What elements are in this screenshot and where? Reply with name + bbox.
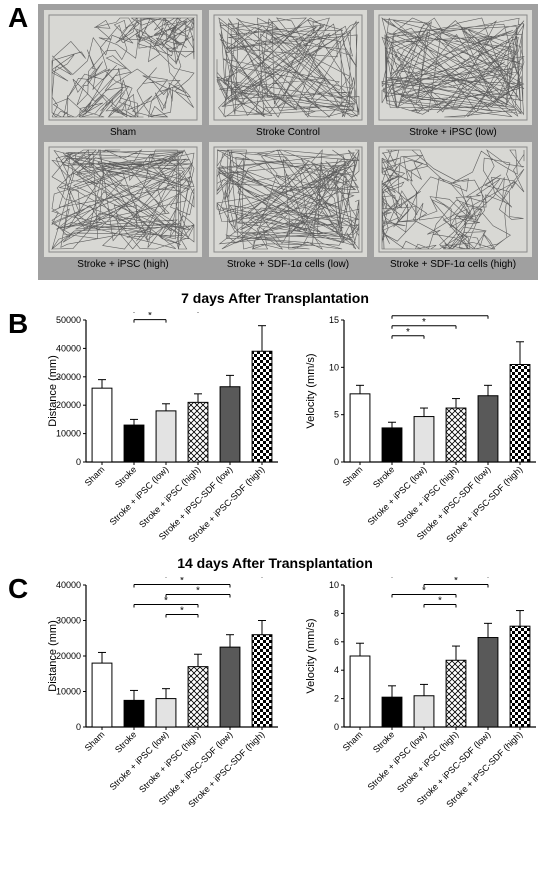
svg-text:50000: 50000 xyxy=(56,315,81,325)
svg-text:8: 8 xyxy=(334,608,339,618)
track-cell: Stroke + iPSC (low) xyxy=(374,10,532,138)
chart-row: 010000200003000040000Distance (mm)ShamSt… xyxy=(8,577,542,812)
svg-text:Stroke + iPSC (low): Stroke + iPSC (low) xyxy=(108,729,171,792)
svg-text:20000: 20000 xyxy=(56,400,81,410)
distance-chart-b: 0 10000 20000 30000 40000 50000 Distance (mm) S… xyxy=(44,312,284,547)
svg-text:10000: 10000 xyxy=(56,429,81,439)
chart-row: 0 10000 20000 30000 40000 50000 Distance (mm) S… xyxy=(8,312,542,547)
panel-b-label: B xyxy=(8,308,28,340)
svg-text:*: * xyxy=(180,577,184,587)
svg-text:5: 5 xyxy=(334,410,339,420)
svg-text:Stroke: Stroke xyxy=(113,729,138,754)
svg-text:10000: 10000 xyxy=(56,687,81,697)
svg-text:10: 10 xyxy=(329,580,339,590)
svg-text:Stroke + iPSC (low): Stroke + iPSC (low) xyxy=(108,464,171,527)
svg-text:Sham: Sham xyxy=(83,464,107,488)
track-arena xyxy=(44,10,202,125)
track-cell: Stroke + SDF-1α cells (low) xyxy=(209,142,367,270)
panel-b-title: 7 days After Transplantation xyxy=(8,290,542,306)
svg-text:*: * xyxy=(148,312,152,322)
svg-text:40000: 40000 xyxy=(56,580,81,590)
svg-text:*: * xyxy=(438,312,442,318)
svg-text:0: 0 xyxy=(334,457,339,467)
panel-c-label: C xyxy=(8,573,28,605)
svg-text:Stroke + iPSC (high): Stroke + iPSC (high) xyxy=(395,729,460,794)
svg-text:Stroke + iPSC (high): Stroke + iPSC (high) xyxy=(137,464,202,529)
panel-a-grid: Sham Stroke Control Stroke + iPSC (low) … xyxy=(38,4,538,280)
svg-text:Velocity (mm/s): Velocity (mm/s) xyxy=(305,353,317,428)
svg-text:Stroke: Stroke xyxy=(371,729,396,754)
svg-text:40000: 40000 xyxy=(56,343,81,353)
svg-text:Stroke: Stroke xyxy=(113,464,138,489)
svg-text:4: 4 xyxy=(334,665,339,675)
track-caption: Sham xyxy=(44,127,202,138)
svg-text:Sham: Sham xyxy=(83,729,107,753)
svg-text:Sham: Sham xyxy=(341,729,365,753)
svg-text:*: * xyxy=(454,577,458,587)
svg-text:6: 6 xyxy=(334,637,339,647)
track-arena xyxy=(209,10,367,125)
track-arena xyxy=(374,142,532,257)
svg-text:*: * xyxy=(438,596,442,607)
track-row: Sham Stroke Control Stroke + iPSC (low) xyxy=(44,10,532,138)
track-caption: Stroke Control xyxy=(209,127,367,138)
svg-text:10: 10 xyxy=(329,362,339,372)
svg-text:20000: 20000 xyxy=(56,651,81,661)
svg-text:*: * xyxy=(180,606,184,617)
svg-text:Sham: Sham xyxy=(341,464,365,488)
track-cell: Stroke + iPSC (high) xyxy=(44,142,202,270)
svg-text:0: 0 xyxy=(76,457,81,467)
track-cell: Stroke Control xyxy=(209,10,367,138)
track-arena xyxy=(374,10,532,125)
track-cell: Stroke + SDF-1α cells (high) xyxy=(374,142,532,270)
velocity-chart-c: 0 2 4 6 8 10 Velocity (mm/s) ShamStrokeStroke +… xyxy=(302,577,542,812)
panel-a-label: A xyxy=(8,2,28,34)
svg-text:Stroke + iPSC (low): Stroke + iPSC (low) xyxy=(366,729,429,792)
svg-text:Stroke + iPSC (low): Stroke + iPSC (low) xyxy=(366,464,429,527)
svg-text:15: 15 xyxy=(329,315,339,325)
track-caption: Stroke + iPSC (high) xyxy=(44,259,202,270)
track-caption: Stroke + iPSC (low) xyxy=(374,127,532,138)
track-arena xyxy=(209,142,367,257)
track-cell: Sham xyxy=(44,10,202,138)
track-arena xyxy=(44,142,202,257)
velocity-chart-b: 0 5 10 15 Velocity (mm/s) ShamStrokeStroke + … xyxy=(302,312,542,547)
svg-text:Distance (mm): Distance (mm) xyxy=(47,355,59,427)
track-row: Stroke + iPSC (high) Stroke + SDF-1α cel… xyxy=(44,142,532,270)
svg-text:Stroke: Stroke xyxy=(371,464,396,489)
distance-chart-c: 010000200003000040000Distance (mm)ShamSt… xyxy=(44,577,284,812)
panel-c-title: 14 days After Transplantation xyxy=(8,555,542,571)
track-caption: Stroke + SDF-1α cells (low) xyxy=(209,259,367,270)
panel-b: B 7 days After Transplantation 0 10000 200… xyxy=(8,290,542,547)
panel-a: A Sham Stroke Control Stroke + iPSC (low… xyxy=(8,4,542,280)
svg-text:Distance (mm): Distance (mm) xyxy=(47,620,59,692)
figure-root: A Sham Stroke Control Stroke + iPSC (low… xyxy=(0,0,550,830)
svg-text:Stroke + iPSC (high): Stroke + iPSC (high) xyxy=(137,729,202,794)
panel-c: C 14 days After Transplantation 01000020… xyxy=(8,555,542,812)
svg-text:30000: 30000 xyxy=(56,616,81,626)
svg-text:0: 0 xyxy=(76,722,81,732)
track-caption: Stroke + SDF-1α cells (high) xyxy=(374,259,532,270)
svg-text:*: * xyxy=(196,586,200,597)
svg-text:0: 0 xyxy=(334,722,339,732)
svg-text:*: * xyxy=(422,317,426,328)
svg-text:*: * xyxy=(406,327,410,338)
svg-text:2: 2 xyxy=(334,694,339,704)
svg-text:Stroke + iPSC (high): Stroke + iPSC (high) xyxy=(395,464,460,529)
svg-text:Velocity (mm/s): Velocity (mm/s) xyxy=(305,618,317,693)
svg-text:30000: 30000 xyxy=(56,372,81,382)
